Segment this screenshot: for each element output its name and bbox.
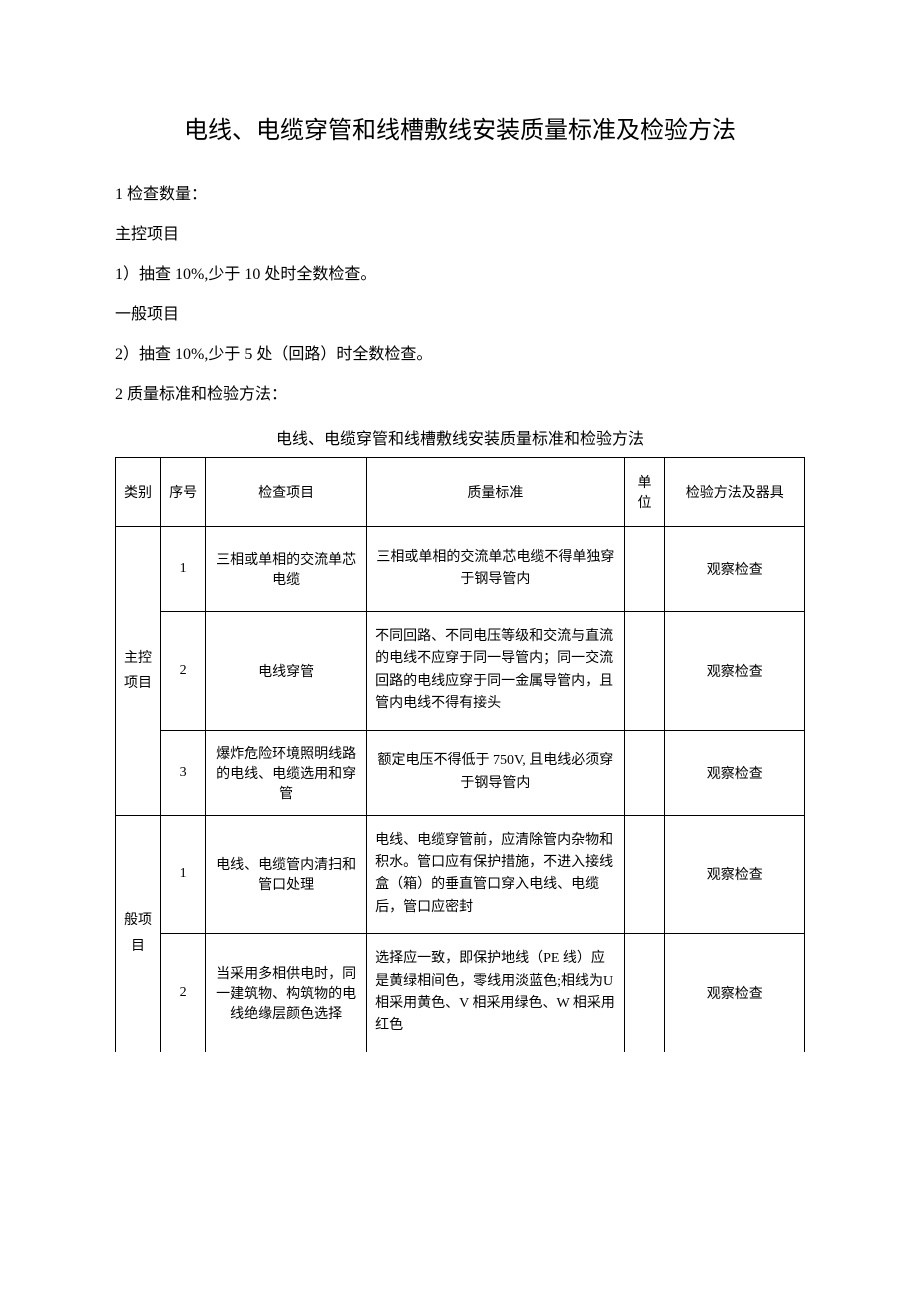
row-num: 1 bbox=[161, 815, 206, 934]
row-unit bbox=[624, 527, 665, 612]
table-row: 2 当采用多相供电时，同一建筑物、构筑物的电线绝缘层颜色选择 选择应一致，即保护… bbox=[116, 934, 805, 1052]
row-standard: 选择应一致，即保护地线（PE 线）应是黄绿相间色，零线用淡蓝色;相线为U 相采用… bbox=[367, 934, 625, 1052]
row-standard: 三相或单相的交流单芯电缆不得单独穿于钢导管内 bbox=[367, 527, 625, 612]
row-method: 观察检查 bbox=[665, 730, 805, 815]
intro-line: 1）抽查 10%,少于 10 处时全数检查。 bbox=[115, 255, 805, 295]
table-row: 2 电线穿管 不同回路、不同电压等级和交流与直流的电线不应穿于同一导管内；同一交… bbox=[116, 612, 805, 731]
intro-line: 主控项目 bbox=[115, 215, 805, 255]
table-row: 主控项目 1 三相或单相的交流单芯电缆 三相或单相的交流单芯电缆不得单独穿于钢导… bbox=[116, 527, 805, 612]
intro-section: 1 检查数量： 主控项目 1）抽查 10%,少于 10 处时全数检查。 一般项目… bbox=[115, 175, 805, 415]
row-method: 观察检查 bbox=[665, 934, 805, 1052]
table-caption: 电线、电缆穿管和线槽敷线安装质量标准和检验方法 bbox=[115, 425, 805, 449]
intro-line: 一般项目 bbox=[115, 295, 805, 335]
row-item: 电线穿管 bbox=[206, 612, 367, 731]
header-item: 检查项目 bbox=[206, 458, 367, 527]
row-unit bbox=[624, 934, 665, 1052]
row-method: 观察检查 bbox=[665, 815, 805, 934]
table-row: 般项目 1 电线、电缆管内清扫和管口处理 电线、电缆穿管前，应清除管内杂物和积水… bbox=[116, 815, 805, 934]
row-standard: 不同回路、不同电压等级和交流与直流的电线不应穿于同一导管内；同一交流回路的电线应… bbox=[367, 612, 625, 731]
header-standard: 质量标准 bbox=[367, 458, 625, 527]
row-standard: 额定电压不得低于 750V, 且电线必须穿于钢导管内 bbox=[367, 730, 625, 815]
row-unit bbox=[624, 815, 665, 934]
header-method: 检验方法及器具 bbox=[665, 458, 805, 527]
row-method: 观察检查 bbox=[665, 527, 805, 612]
header-category: 类别 bbox=[116, 458, 161, 527]
category-main: 主控项目 bbox=[116, 527, 161, 816]
intro-line: 2）抽查 10%,少于 5 处（回路）时全数检查。 bbox=[115, 335, 805, 375]
row-unit bbox=[624, 612, 665, 731]
row-standard: 电线、电缆穿管前，应清除管内杂物和积水。管口应有保护措施，不进入接线盒（箱）的垂… bbox=[367, 815, 625, 934]
intro-line: 2 质量标准和检验方法： bbox=[115, 375, 805, 415]
row-num: 3 bbox=[161, 730, 206, 815]
intro-line: 1 检查数量： bbox=[115, 175, 805, 215]
category-general: 般项目 bbox=[116, 815, 161, 1052]
row-num: 2 bbox=[161, 612, 206, 731]
table-header-row: 类别 序号 检查项目 质量标准 单位 检验方法及器具 bbox=[116, 458, 805, 527]
page-title: 电线、电缆穿管和线槽敷线安装质量标准及检验方法 bbox=[115, 110, 805, 145]
row-item: 当采用多相供电时，同一建筑物、构筑物的电线绝缘层颜色选择 bbox=[206, 934, 367, 1052]
table-row: 3 爆炸危险环境照明线路的电线、电缆选用和穿管 额定电压不得低于 750V, 且… bbox=[116, 730, 805, 815]
standards-table: 类别 序号 检查项目 质量标准 单位 检验方法及器具 主控项目 1 三相或单相的… bbox=[115, 457, 805, 1052]
header-number: 序号 bbox=[161, 458, 206, 527]
row-item: 电线、电缆管内清扫和管口处理 bbox=[206, 815, 367, 934]
row-item: 爆炸危险环境照明线路的电线、电缆选用和穿管 bbox=[206, 730, 367, 815]
row-num: 1 bbox=[161, 527, 206, 612]
row-method: 观察检查 bbox=[665, 612, 805, 731]
row-unit bbox=[624, 730, 665, 815]
header-unit: 单位 bbox=[624, 458, 665, 527]
row-item: 三相或单相的交流单芯电缆 bbox=[206, 527, 367, 612]
row-num: 2 bbox=[161, 934, 206, 1052]
